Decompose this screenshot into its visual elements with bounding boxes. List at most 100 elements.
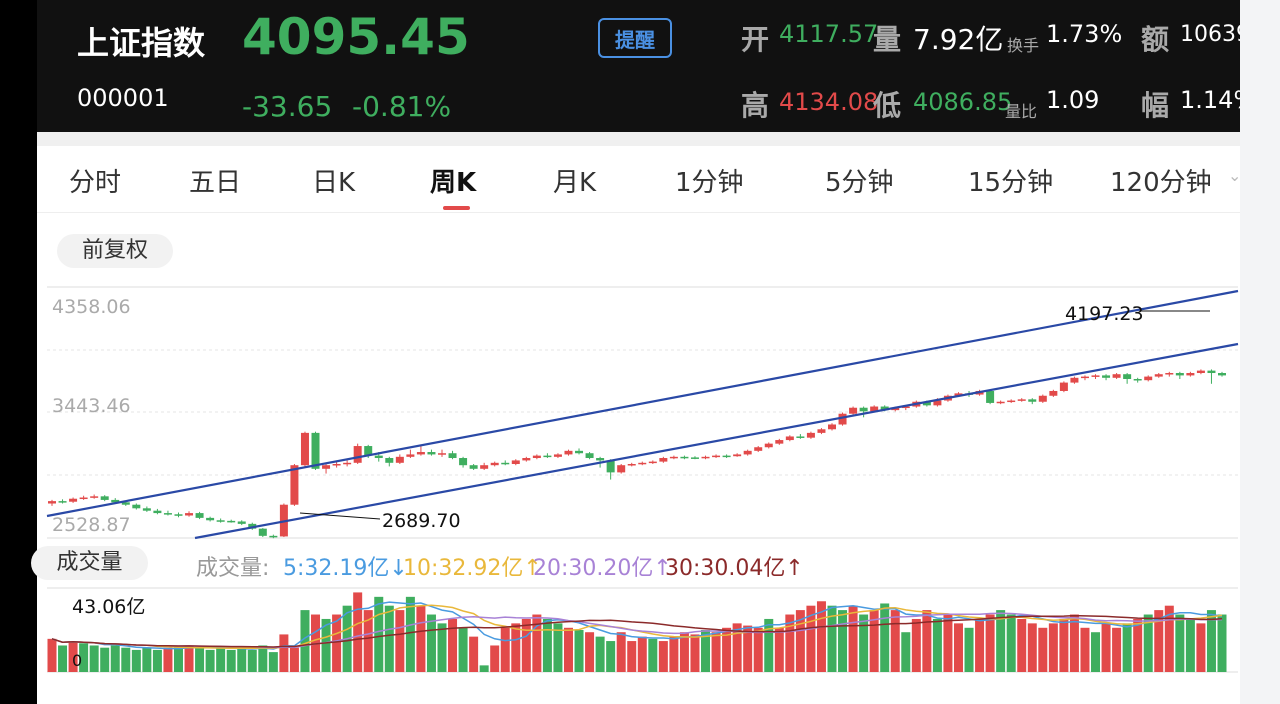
candle-body [722, 455, 731, 458]
candle-body [1133, 378, 1142, 381]
candle-body [891, 407, 900, 411]
tab-weekly-k[interactable]: 周K [430, 168, 477, 198]
volume-bar [985, 614, 995, 672]
volume-bar [1154, 610, 1164, 672]
candle-body [490, 462, 499, 466]
candle-body [553, 454, 562, 457]
candle-body [1154, 374, 1163, 377]
candle-body [58, 501, 67, 503]
tab-intraday[interactable]: 分时 [69, 168, 122, 198]
volume-legend-prefix: 成交量: [196, 556, 270, 581]
turnover-label: 换手 [1007, 36, 1040, 55]
volume-bar [911, 618, 921, 672]
amplitude-label: 幅 [1141, 89, 1170, 122]
volume-ma10: 10:32.92亿↑ [403, 556, 542, 581]
volume-bar [469, 636, 479, 672]
chevron-down-icon[interactable]: ⌄ [1228, 166, 1242, 185]
candle-body [859, 407, 868, 412]
candle-body [954, 393, 963, 396]
index-change-percent: -0.81% [352, 90, 452, 123]
volume-bar [258, 645, 268, 672]
candle-body [1007, 400, 1016, 403]
candle-body [353, 446, 362, 463]
volume-bar [1122, 623, 1132, 672]
candle-body [648, 461, 657, 464]
candle-body [986, 390, 995, 403]
volume-bar [743, 625, 753, 672]
candle-body [1017, 399, 1026, 401]
volume-bar [121, 647, 131, 672]
candle-body [1059, 382, 1068, 391]
volume-bar [89, 645, 99, 672]
tab-daily-k[interactable]: 日K [312, 168, 356, 198]
volume-bar [363, 610, 373, 672]
volume-bar [711, 632, 721, 672]
candle-body [416, 452, 425, 455]
volume-bar [205, 649, 215, 672]
volume-bar [195, 647, 205, 672]
volume-bar [838, 610, 848, 672]
candle-body [1196, 370, 1205, 374]
tab-monthly-k[interactable]: 月K [553, 168, 597, 198]
volume-bar [131, 649, 141, 672]
tab-5min[interactable]: 5分钟 [825, 168, 894, 198]
volume-bar [606, 641, 616, 672]
volume-bar [753, 627, 763, 672]
active-tab-indicator [443, 206, 470, 210]
candle-body [543, 455, 552, 458]
tab-15min[interactable]: 15分钟 [968, 168, 1054, 198]
right-edge [1240, 0, 1280, 704]
candle-body [480, 465, 489, 469]
high-value: 4134.08 [779, 88, 879, 116]
candle-body [901, 406, 910, 409]
volume-bar [1017, 618, 1027, 672]
low-label: 低 [873, 89, 902, 122]
volume-bar [405, 596, 415, 672]
turnover-value: 1.73% [1046, 20, 1123, 48]
tab-1min[interactable]: 1分钟 [675, 168, 744, 198]
volume-bar [58, 645, 68, 672]
candle-body [111, 499, 120, 503]
candle-body [511, 460, 520, 465]
tab-five-day[interactable]: 五日 [189, 168, 242, 198]
alert-button[interactable]: 提醒 [598, 18, 672, 58]
volume-bar [701, 630, 711, 672]
candle-body [764, 443, 773, 448]
candle-body [1175, 373, 1184, 376]
volume-bar [79, 643, 89, 672]
candle-body [1080, 376, 1089, 379]
candle-body [838, 413, 847, 425]
tab-120min[interactable]: 120分钟 [1110, 168, 1212, 198]
volume-bar [237, 647, 247, 672]
candle-body [933, 400, 942, 406]
volume-bar [816, 601, 826, 672]
candle-body [216, 520, 225, 522]
volume-bar [943, 614, 953, 672]
volume-bar [384, 605, 394, 672]
candle-body [680, 456, 689, 459]
volume-bar [764, 618, 774, 672]
candle-body [121, 502, 130, 505]
price-axis-mid: 3443.46 [52, 395, 131, 417]
volume-bar [1101, 623, 1111, 672]
volume-bar [216, 647, 226, 672]
volume-bar [616, 632, 626, 672]
volume-bar [574, 630, 584, 672]
candle-body [1038, 395, 1047, 402]
volume-indicator-button[interactable]: 成交量 [31, 546, 148, 580]
volume-bar [247, 649, 257, 672]
period-low-label: 2689.70 [382, 510, 461, 532]
volume-bar [279, 634, 289, 672]
volume-ma20: 20:30.20亿↑ [533, 556, 672, 581]
candle-body [163, 513, 172, 515]
index-change: -33.65 [242, 90, 333, 123]
volume-bar [173, 647, 183, 672]
volume-bar [1006, 614, 1016, 672]
volume-bar [142, 647, 152, 672]
adjust-mode-button[interactable]: 前复权 [57, 234, 173, 268]
volume-bar [869, 610, 879, 672]
candle-body [1049, 390, 1058, 396]
candle-body [48, 501, 56, 504]
volume-value: 7.92亿 [913, 23, 1004, 56]
